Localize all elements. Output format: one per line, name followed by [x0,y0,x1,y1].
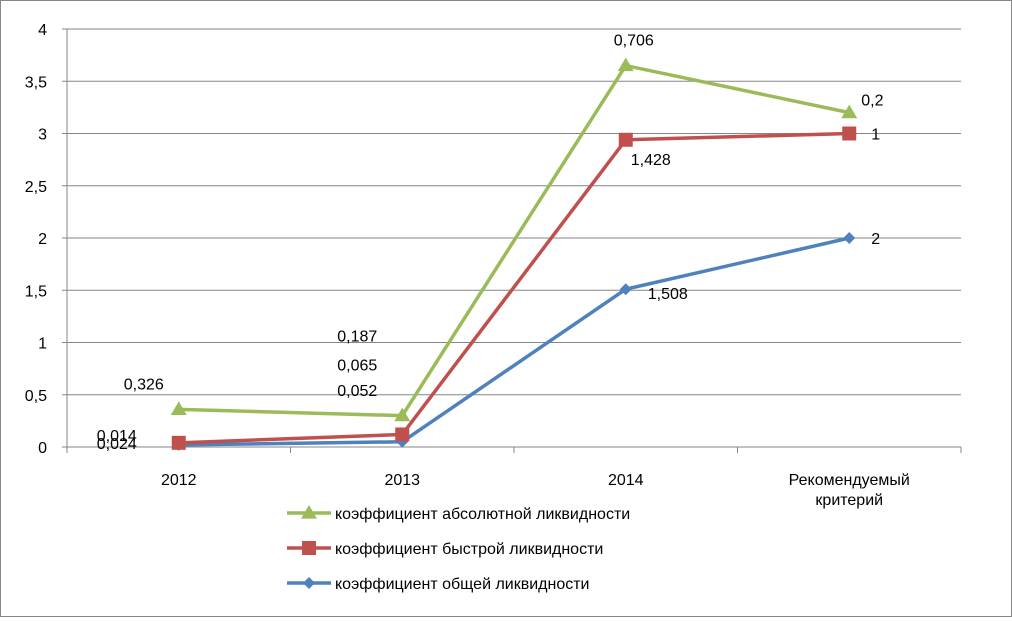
y-tick-label: 3,5 [25,74,47,91]
data-label-absolute-liquidity: 0,326 [124,376,164,393]
legend-label-current-liquidity: коэффициент общей ликвидности [335,576,590,593]
data-label-absolute-liquidity: 0,706 [614,33,654,50]
x-tick-label: 2014 [608,472,644,489]
y-tick-label: 2 [38,231,47,248]
legend: коэффициент абсолютной ликвидности коэффи… [287,505,630,593]
series-line-absolute-liquidity [178,63,850,418]
y-tick-label: 4 [38,22,47,39]
axis-layer: 0 0,5 1 1,5 2 2,5 3 3,5 4 2012 2013 2014 Рекомендуем… [25,22,962,509]
grid-layer [67,28,961,396]
legend-marker-absolute-liquidity [301,505,317,519]
data-label-absolute-liquidity: 0,2 [861,93,883,110]
y-tick-label: 0,5 [25,388,47,405]
x-tick-label: Рекомендуемый [789,472,910,489]
data-label-quick-liquidity: 0,024 [97,436,137,453]
data-point-absolute-liquidity [394,407,411,422]
data-label-layer: 0,326 0,187 0,706 0,2 0,024 0,065 1,428 1 0,014 0… [97,33,884,453]
legend-marker-current-liquidity [303,577,315,589]
data-point-quick-liquidity [171,435,186,450]
legend-marker-quick-liquidity [302,541,316,555]
series-layer [170,57,858,451]
y-tick-label: 3 [38,127,47,144]
data-point-quick-liquidity [842,126,857,141]
data-point-current-liquidity [843,232,856,244]
data-point-absolute-liquidity [617,57,634,72]
data-point-absolute-liquidity [841,104,858,119]
data-label-quick-liquidity: 1,428 [631,152,671,169]
y-tick-label: 1,5 [25,283,47,300]
data-label-quick-liquidity: 0,065 [337,357,377,374]
series-line-current-liquidity [178,236,850,447]
y-tick-label: 1 [38,336,47,353]
data-point-current-liquidity [619,283,632,296]
data-label-current-liquidity: 0,014 [97,428,137,445]
x-tick-label: критерий [815,492,883,509]
x-tick-label: 2013 [384,472,420,489]
data-point-quick-liquidity [395,427,410,442]
series-line-quick-liquidity [178,131,850,445]
data-label-current-liquidity: 2 [871,231,880,248]
data-point-absolute-liquidity [170,401,187,415]
y-tick-label: 0 [38,440,47,457]
data-label-absolute-liquidity: 0,187 [337,329,377,346]
legend-label-absolute-liquidity: коэффициент абсолютной ликвидности [335,506,630,523]
legend-label-quick-liquidity: коэффициент быстрой ликвидности [335,541,603,558]
data-label-quick-liquidity: 1 [871,127,880,144]
y-tick-label: 2,5 [25,179,47,196]
data-point-quick-liquidity [618,132,633,147]
data-label-current-liquidity: 1,508 [648,286,688,303]
data-label-current-liquidity: 0,052 [337,383,377,400]
x-tick-label: 2012 [161,472,197,489]
